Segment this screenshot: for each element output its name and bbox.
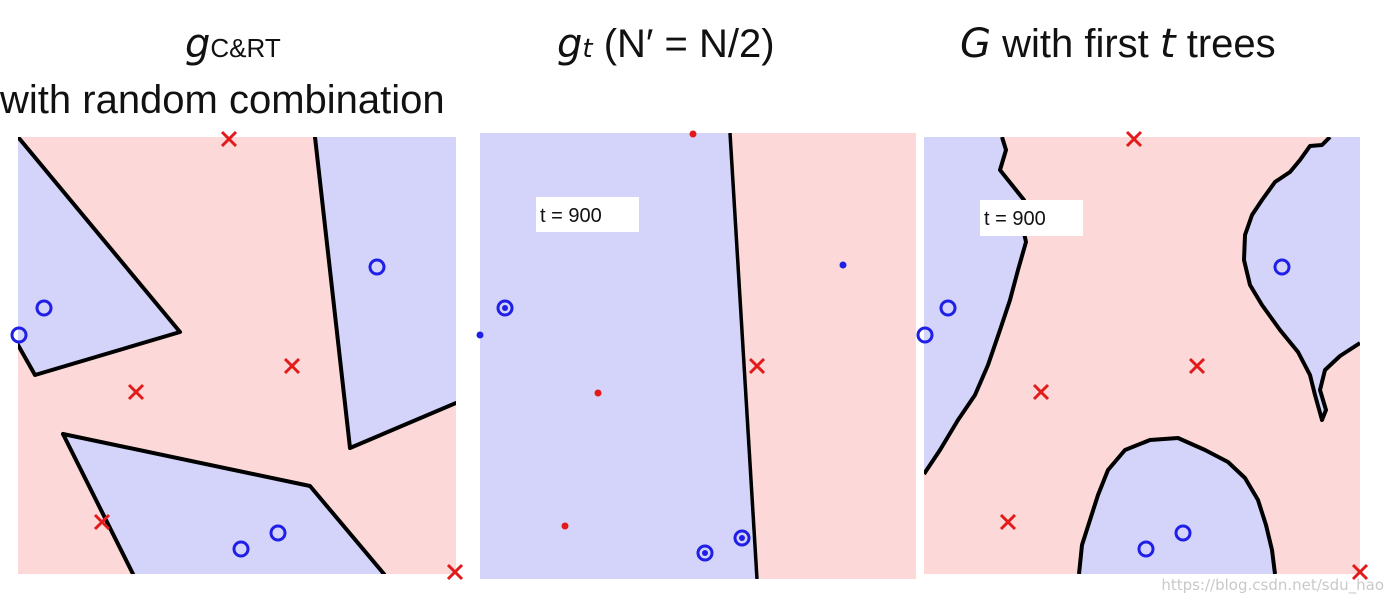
- circle-point-selected: [733, 529, 751, 547]
- panel1-plot: [18, 137, 456, 574]
- cross-point: [748, 357, 766, 375]
- panel3-label: t = 900: [984, 208, 1046, 230]
- circle-point-small: [476, 331, 484, 339]
- watermark: https://blog.csdn.net/sdu_hao: [1161, 576, 1384, 594]
- panel1-region-bottom: [63, 434, 384, 574]
- panel3-region-right: [1244, 137, 1360, 420]
- cross-points: [93, 130, 1369, 581]
- circle-point: [368, 258, 386, 276]
- circle-point-selected: [696, 544, 714, 562]
- circle-point: [1174, 524, 1192, 542]
- circle-point-dot: [739, 535, 745, 541]
- cross-point: [1188, 357, 1206, 375]
- circle-point: [269, 524, 287, 542]
- panel2-label: t = 900: [540, 205, 602, 227]
- panel2-region-left: [480, 133, 757, 579]
- panel1-title: gC&RT: [185, 21, 281, 67]
- circle-point: [939, 299, 957, 317]
- cross-point: [93, 513, 111, 531]
- circle-point: [1137, 540, 1155, 558]
- circle-point: [1273, 258, 1291, 276]
- circle-point: [916, 326, 934, 344]
- panel3-label-box: [980, 200, 1083, 236]
- circle-point-dot: [702, 550, 708, 556]
- cross-point: [220, 130, 238, 148]
- cross-point: [127, 383, 145, 401]
- panel1-region-triangle: [18, 137, 180, 375]
- panel3-boundaries: [924, 137, 1360, 574]
- panel2-points: [476, 130, 847, 562]
- panel2-boundary: [728, 133, 759, 579]
- cross-point: [283, 357, 301, 375]
- cross-point-small: [561, 522, 569, 530]
- panel2-title: gt (N′ = N/2): [557, 21, 775, 67]
- circle-point-small: [839, 261, 847, 269]
- circle-point: [232, 540, 250, 558]
- circle-point-dot: [502, 305, 508, 311]
- circle-point: [10, 326, 28, 344]
- panel1-boundaries: [18, 137, 456, 574]
- panel3-title: G with first t trees: [960, 21, 1276, 67]
- cross-point: [1125, 130, 1143, 148]
- cross-point: [446, 563, 464, 581]
- cross-point: [1032, 383, 1050, 401]
- cross-point: [999, 513, 1017, 531]
- circle-point-selected: [496, 299, 514, 317]
- cross-point-small: [689, 130, 697, 138]
- cross-point: [1351, 563, 1369, 581]
- panel3-region-bottom: [1079, 438, 1275, 574]
- circle-points: [10, 258, 1291, 558]
- panel1-subtitle: with random combination: [0, 78, 445, 122]
- cross-point-small: [594, 389, 602, 397]
- panel1-region-right: [315, 137, 456, 448]
- panel2-label-box: [536, 197, 639, 232]
- circle-point: [35, 299, 53, 317]
